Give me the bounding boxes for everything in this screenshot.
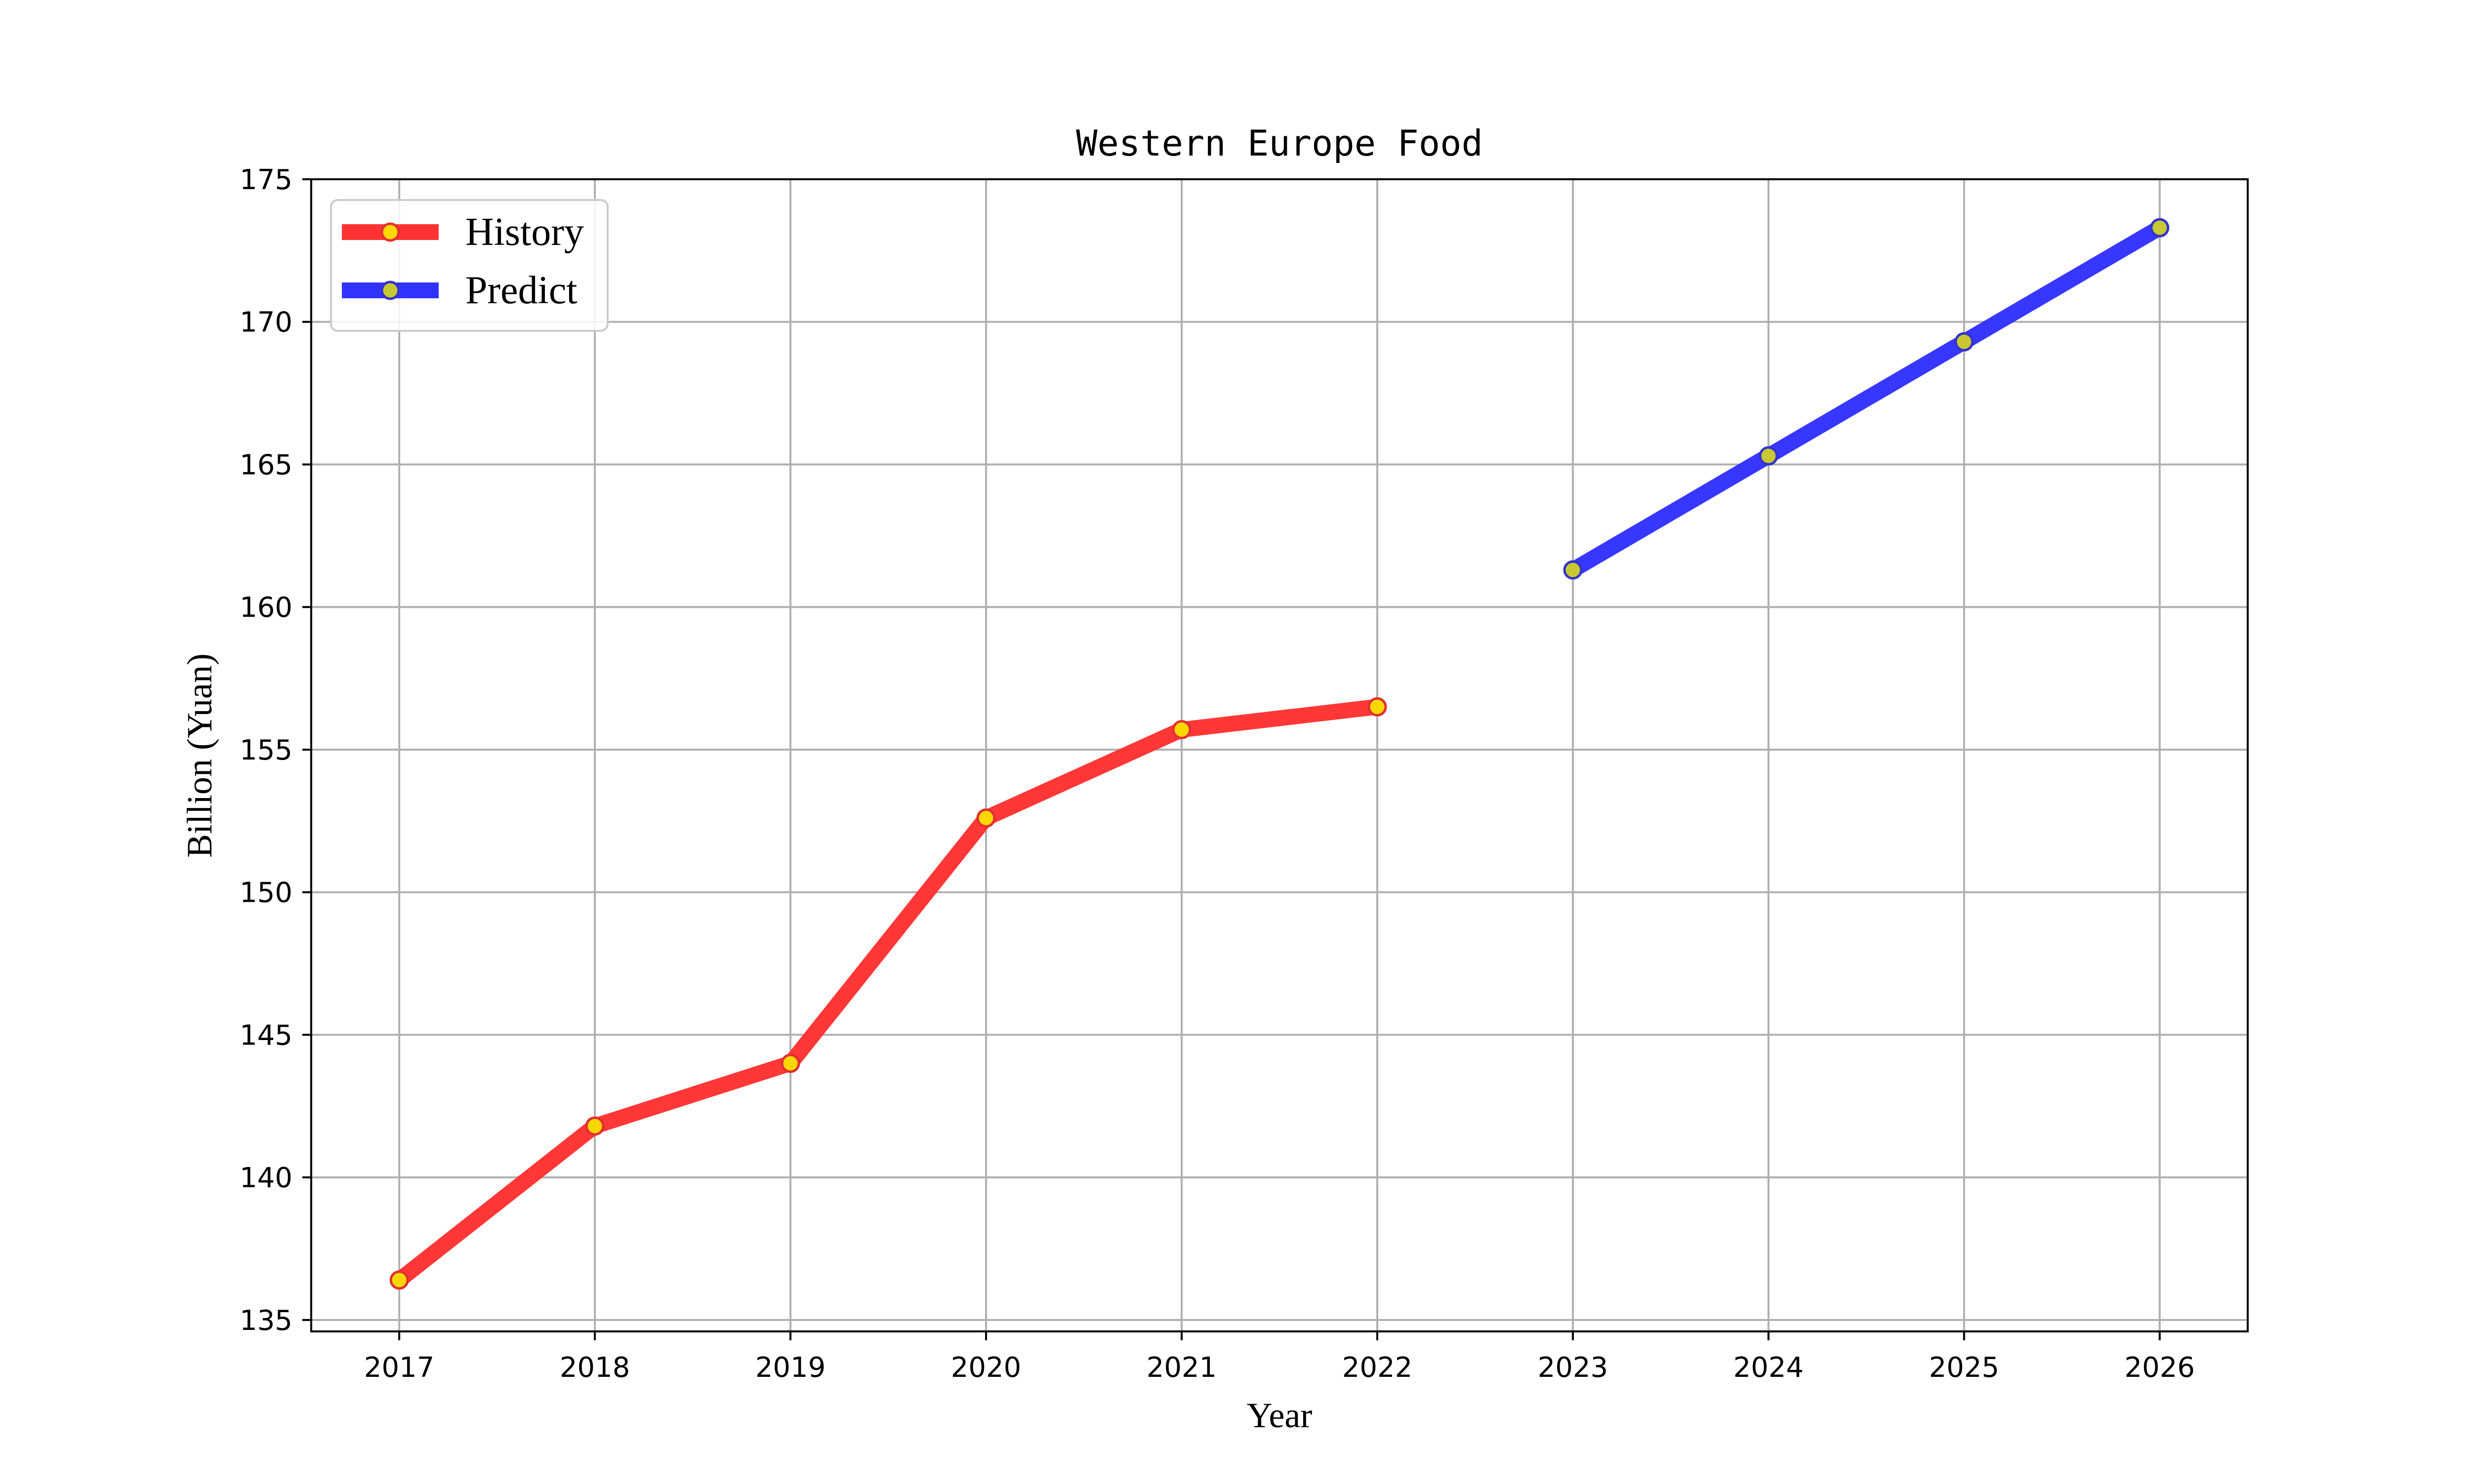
- y-tick-label: 165: [240, 449, 292, 481]
- data-point-history: [1172, 720, 1192, 740]
- data-point-history: [781, 1053, 800, 1073]
- y-tick-label: 160: [240, 592, 292, 624]
- data-point-predict: [1954, 332, 1974, 352]
- data-point-history: [1367, 697, 1387, 717]
- legend-label-predict: Predict: [465, 269, 577, 312]
- x-tick-label: 2025: [1929, 1352, 2000, 1384]
- legend-marker-predict: [380, 281, 400, 300]
- y-tick-label: 140: [240, 1162, 292, 1194]
- y-tick-label: 175: [240, 164, 292, 196]
- data-point-history: [389, 1270, 409, 1290]
- axis-ticks: 2017 2018 2019 2020 2021 2022 2023 2024 2025 2026…: [240, 164, 2195, 1384]
- series-group: [389, 218, 2170, 1290]
- x-tick-label: 2024: [1733, 1352, 1804, 1384]
- x-tick-label: 2023: [1538, 1352, 1608, 1384]
- x-tick-label: 2020: [951, 1352, 1022, 1384]
- legend-marker-history: [380, 222, 400, 242]
- data-point-predict: [2150, 218, 2170, 238]
- x-tick-label: 2017: [364, 1352, 435, 1384]
- data-point-history: [585, 1116, 605, 1136]
- legend: History Predict: [330, 199, 609, 332]
- x-tick-label: 2018: [560, 1352, 630, 1384]
- legend-label-history: History: [465, 210, 584, 254]
- data-point-predict: [1563, 560, 1583, 580]
- data-point-history: [976, 808, 996, 828]
- y-axis-label: Billion (Yuan): [180, 653, 219, 858]
- y-tick-label: 145: [240, 1019, 292, 1051]
- series-line-predict: [1568, 221, 2164, 577]
- x-tick-label: 2019: [755, 1352, 826, 1384]
- plot-frame: [310, 178, 2249, 1332]
- y-tick-label: 135: [240, 1305, 292, 1337]
- x-axis-label: Year: [1247, 1396, 1313, 1435]
- series-line-history: [394, 699, 1378, 1286]
- y-tick-label: 150: [240, 877, 292, 909]
- y-tick-label: 155: [240, 734, 292, 766]
- x-tick-label: 2021: [1147, 1352, 1217, 1384]
- y-tick-label: 170: [240, 307, 292, 339]
- chart-title: Western Europe Food: [1076, 122, 1483, 164]
- data-point-predict: [1759, 446, 1778, 466]
- x-tick-label: 2022: [1342, 1352, 1413, 1384]
- x-tick-label: 2026: [2125, 1352, 2195, 1384]
